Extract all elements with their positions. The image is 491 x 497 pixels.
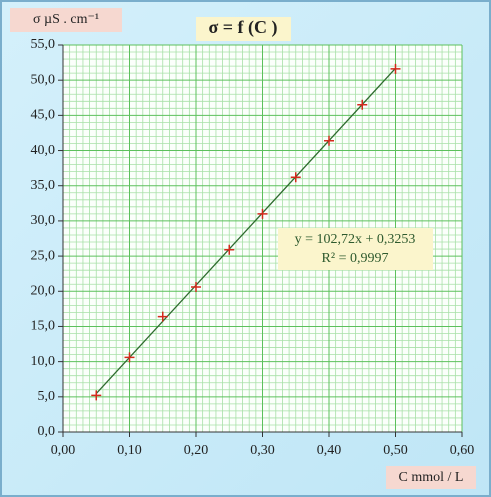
x-tick-label: 0,20 [184, 443, 209, 458]
y-tick-label: 45,0 [31, 108, 56, 123]
x-tick-label: 0,40 [317, 443, 342, 458]
trendline [95, 67, 396, 395]
y-tick-label: 20,0 [31, 283, 56, 298]
data-point [390, 63, 401, 74]
y-tick-label: 30,0 [31, 213, 56, 228]
x-tick-label: 0,00 [51, 443, 76, 458]
data-point [224, 244, 235, 255]
x-tick-label: 0,50 [383, 443, 408, 458]
y-tick-label: 50,0 [31, 72, 56, 87]
y-tick-label: 15,0 [31, 319, 56, 334]
y-tick-label: 40,0 [31, 143, 56, 158]
x-tick-label: 0,10 [117, 443, 142, 458]
r-squared: R² = 0,9997 [322, 251, 389, 266]
y-tick-label: 25,0 [31, 248, 56, 263]
y-tick-label: 5,0 [38, 389, 56, 404]
x-tick-label: 0,30 [250, 443, 275, 458]
data-point [191, 282, 201, 293]
data-point [357, 99, 368, 110]
data-point [324, 135, 334, 146]
x-label-box [386, 466, 476, 489]
y-axis-label: σ µS . cm⁻¹ [33, 12, 99, 27]
y-tick-label: 0,0 [38, 424, 56, 439]
equation: y = 102,72x + 0,3253 [295, 232, 416, 247]
y-tick-label: 55,0 [31, 37, 56, 52]
y-tick-label: 10,0 [31, 354, 56, 369]
data-point [124, 352, 135, 363]
data-point [290, 172, 301, 183]
y-label-box [10, 8, 122, 32]
x-axis-label: C mmol / L [399, 470, 464, 485]
equation-box [278, 228, 433, 270]
x-tick-label: 0,60 [450, 443, 475, 458]
chart-title: σ = f (C ) [208, 17, 277, 38]
data-point [157, 311, 168, 322]
data-point [257, 208, 268, 219]
y-tick-label: 35,0 [31, 178, 56, 193]
title-box [196, 17, 291, 41]
data-point [91, 390, 102, 401]
